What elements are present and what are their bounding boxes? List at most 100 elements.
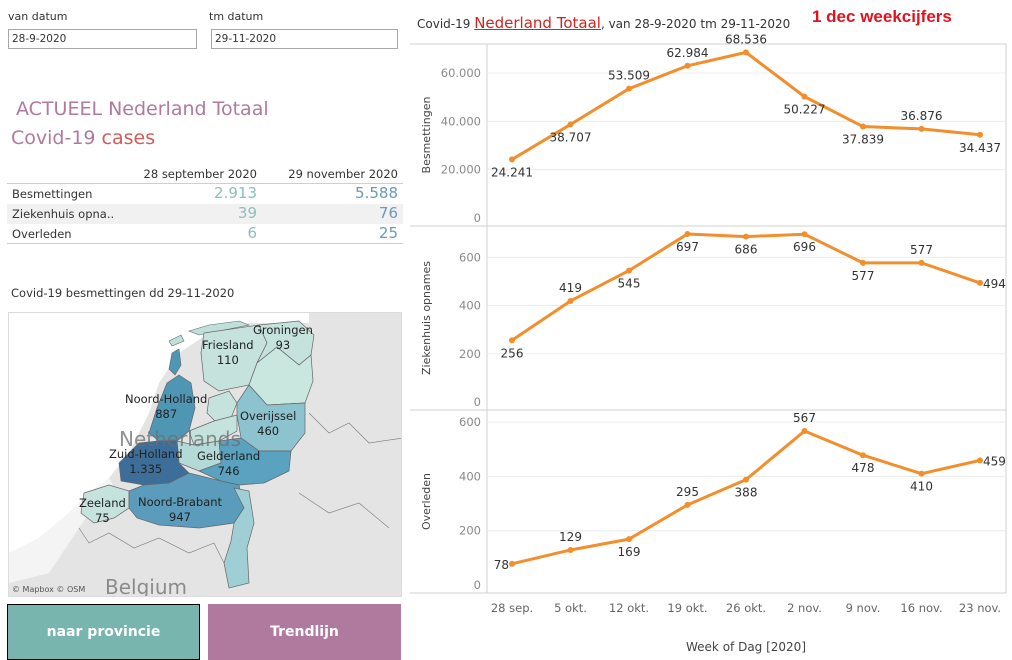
data-point[interactable]	[567, 546, 574, 553]
summary-row-value-end: 76	[378, 204, 398, 222]
chart-title-suffix: , van 28-9-2020 tm 29-11-2020	[600, 17, 791, 31]
trendlijn-button[interactable]: Trendlijn	[208, 604, 401, 660]
chart-title-prefix: Covid-19	[417, 17, 475, 31]
data-point[interactable]	[977, 457, 983, 464]
province-name: Groningen	[253, 323, 313, 337]
data-point[interactable]	[626, 267, 632, 274]
y-tick-label: 0	[474, 395, 481, 409]
data-point[interactable]	[567, 121, 574, 128]
data-label: 256	[501, 346, 524, 360]
data-point[interactable]	[743, 233, 749, 240]
subtitle-prefix: Covid-19	[11, 127, 102, 149]
y-tick-label: 0	[474, 578, 481, 592]
summary-row-label: Ziekenhuis opna..	[12, 207, 115, 221]
y-axis-title: Ziekenhuis opnames	[420, 261, 433, 375]
data-label: 545	[618, 277, 641, 291]
data-point[interactable]	[801, 93, 808, 100]
data-point[interactable]	[743, 476, 749, 483]
from-date-label: van datum	[8, 10, 68, 23]
data-label: 419	[559, 281, 582, 295]
province-overijssel[interactable]	[236, 384, 306, 452]
data-point[interactable]	[743, 49, 749, 56]
data-point[interactable]	[684, 501, 691, 508]
summary-table: 28 september 2020 29 november 2020 Besme…	[7, 164, 403, 244]
map-attribution[interactable]: © Mapbox © OSM	[12, 585, 86, 594]
province-value: 110	[216, 353, 239, 367]
summary-col-2: 29 november 2020	[288, 167, 398, 181]
map-label-groningen: Groningen 93	[253, 323, 313, 353]
naar-provincie-button[interactable]: naar provincie	[7, 604, 200, 660]
summary-row: Overleden 6 25	[7, 224, 403, 244]
y-tick-label: 20.000	[441, 163, 481, 177]
chart-title-link[interactable]: Nederland Totaal	[474, 14, 601, 32]
x-tick-label: 28 sep.	[491, 601, 533, 615]
data-point[interactable]	[567, 297, 574, 304]
data-point[interactable]	[626, 85, 632, 92]
to-date-input[interactable]	[211, 29, 398, 49]
x-tick-label: 5 okt.	[554, 601, 587, 615]
data-point[interactable]	[977, 131, 983, 138]
data-label: 36.876	[901, 109, 943, 123]
province-map[interactable]: Netherlands Belgium Groningen 93 Friesla…	[8, 312, 402, 597]
data-label: 697	[676, 240, 699, 254]
data-point[interactable]	[684, 230, 691, 237]
map-label-noord-brabant: Noord-Brabant 947	[138, 495, 222, 525]
province-name: Overijssel	[240, 409, 297, 423]
y-tick-label: 600	[459, 415, 481, 429]
data-point[interactable]	[977, 279, 983, 286]
map-label-gelderland: Gelderland 746	[197, 449, 260, 479]
data-label: 169	[618, 545, 641, 559]
data-label: 686	[735, 243, 758, 257]
data-point[interactable]	[918, 125, 925, 132]
wadden-islands	[188, 320, 251, 336]
data-point[interactable]	[860, 452, 866, 459]
data-point[interactable]	[509, 560, 515, 567]
province-value: 746	[217, 464, 240, 478]
province-zeeland[interactable]	[80, 484, 130, 524]
x-tick-label: 23 nov.	[959, 601, 1001, 615]
summary-row-value-start: 39	[237, 204, 257, 222]
data-label: 494	[983, 277, 1006, 291]
x-tick-label: 26 okt.	[726, 601, 766, 615]
data-point[interactable]	[626, 536, 632, 543]
x-tick-label: 12 okt.	[609, 601, 649, 615]
to-date-label: tm datum	[209, 10, 264, 23]
data-label: 53.509	[608, 69, 650, 83]
province-gelderland[interactable]	[198, 437, 292, 486]
summary-row-value-end: 25	[378, 224, 398, 242]
data-label: 34.437	[959, 141, 1001, 155]
province-name: Noord-Holland	[125, 392, 208, 406]
data-point[interactable]	[509, 156, 515, 163]
summary-row-value-start: 2.913	[214, 184, 257, 202]
data-label: 62.984	[667, 46, 709, 60]
map-label-zeeland: Zeeland 75	[79, 496, 126, 526]
data-point[interactable]	[801, 428, 808, 435]
province-value: 75	[95, 511, 110, 525]
data-label: 696	[793, 240, 816, 254]
map-label-noord-holland: Noord-Holland 887	[125, 392, 207, 422]
map-title: Covid-19 besmettingen dd 29-11-2020	[11, 286, 235, 300]
data-point[interactable]	[684, 62, 691, 69]
data-label: 38.707	[550, 130, 592, 144]
y-tick-label: 60.000	[441, 66, 481, 80]
summary-row-value-end: 5.588	[355, 184, 398, 202]
data-point[interactable]	[801, 231, 808, 238]
province-value: 887	[155, 407, 178, 421]
from-date-input[interactable]	[8, 29, 197, 49]
y-axis-title: Besmettingen	[420, 97, 433, 174]
data-point[interactable]	[509, 337, 515, 344]
weekcijfers-badge: 1 dec weekcijfers	[812, 7, 952, 26]
data-point[interactable]	[918, 470, 925, 477]
province-limburg[interactable]	[223, 487, 255, 589]
wadden-island	[168, 334, 185, 347]
province-name: Friesland	[202, 338, 254, 352]
summary-row-value-start: 6	[247, 224, 257, 242]
data-label: 577	[910, 243, 933, 257]
data-point[interactable]	[918, 259, 925, 266]
data-point[interactable]	[860, 259, 866, 266]
data-label: 78	[494, 558, 509, 572]
data-point[interactable]	[860, 123, 866, 130]
province-noord-holland[interactable]	[148, 374, 196, 442]
region-border	[298, 492, 390, 529]
